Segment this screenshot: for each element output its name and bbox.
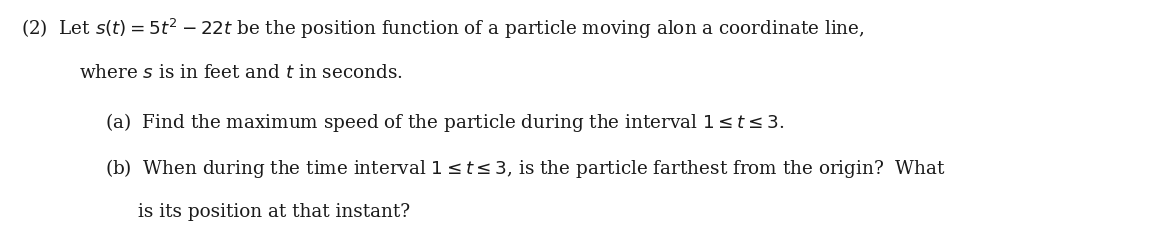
Text: (b)  When during the time interval $1 \leq t \leq 3$, is the particle farthest f: (b) When during the time interval $1 \le… xyxy=(105,157,945,180)
Text: (2)  Let $s(t) = 5t^2 - 22t$ be the position function of a particle moving alon : (2) Let $s(t) = 5t^2 - 22t$ be the posit… xyxy=(21,17,865,41)
Text: (a)  Find the maximum speed of the particle during the interval $1 \leq t \leq 3: (a) Find the maximum speed of the partic… xyxy=(105,111,784,134)
Text: is its position at that instant?: is its position at that instant? xyxy=(138,203,410,221)
Text: where $s$ is in feet and $t$ in seconds.: where $s$ is in feet and $t$ in seconds. xyxy=(79,64,403,82)
